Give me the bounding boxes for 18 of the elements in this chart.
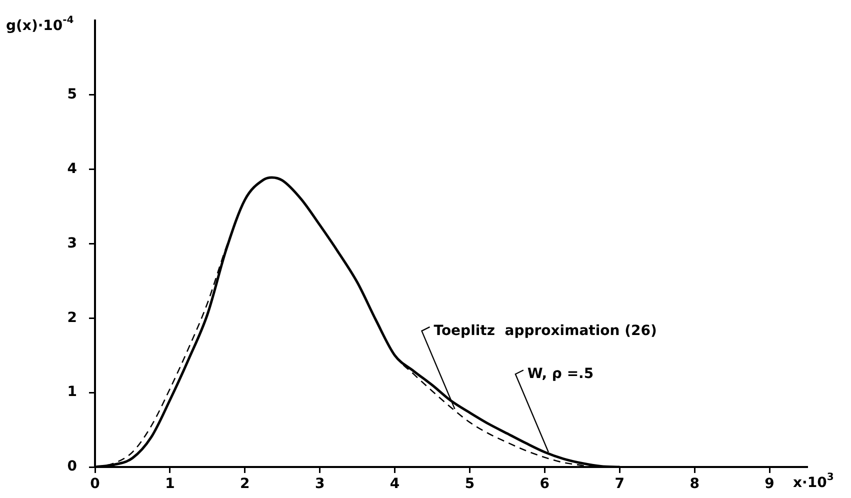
x-tick-label: 1 — [165, 476, 175, 492]
annotation: Toeplitz approximation (26) — [434, 322, 657, 339]
y-tick-label: 4 — [67, 160, 78, 177]
x-tick-label: 4 — [390, 476, 400, 492]
y-tick-label: 3 — [67, 235, 77, 252]
x-tick-label: 2 — [240, 476, 250, 492]
x-tick-label: 5 — [464, 476, 475, 492]
y-tick-label: 5 — [67, 86, 77, 102]
x-tick-label: 0 — [90, 476, 100, 492]
y-tick-label: 2 — [67, 310, 77, 326]
y-tick-label: 1 — [67, 384, 77, 400]
y-tick-label: 0 — [67, 458, 78, 475]
x-tick-label: 7 — [614, 476, 625, 492]
x-tick-label: 9 — [764, 476, 774, 492]
x-tick-label: 8 — [690, 476, 700, 492]
x-tick-label: 3 — [314, 476, 325, 492]
annotation: W, ρ =.5 — [527, 366, 594, 382]
x-tick-label: 6 — [540, 476, 550, 492]
